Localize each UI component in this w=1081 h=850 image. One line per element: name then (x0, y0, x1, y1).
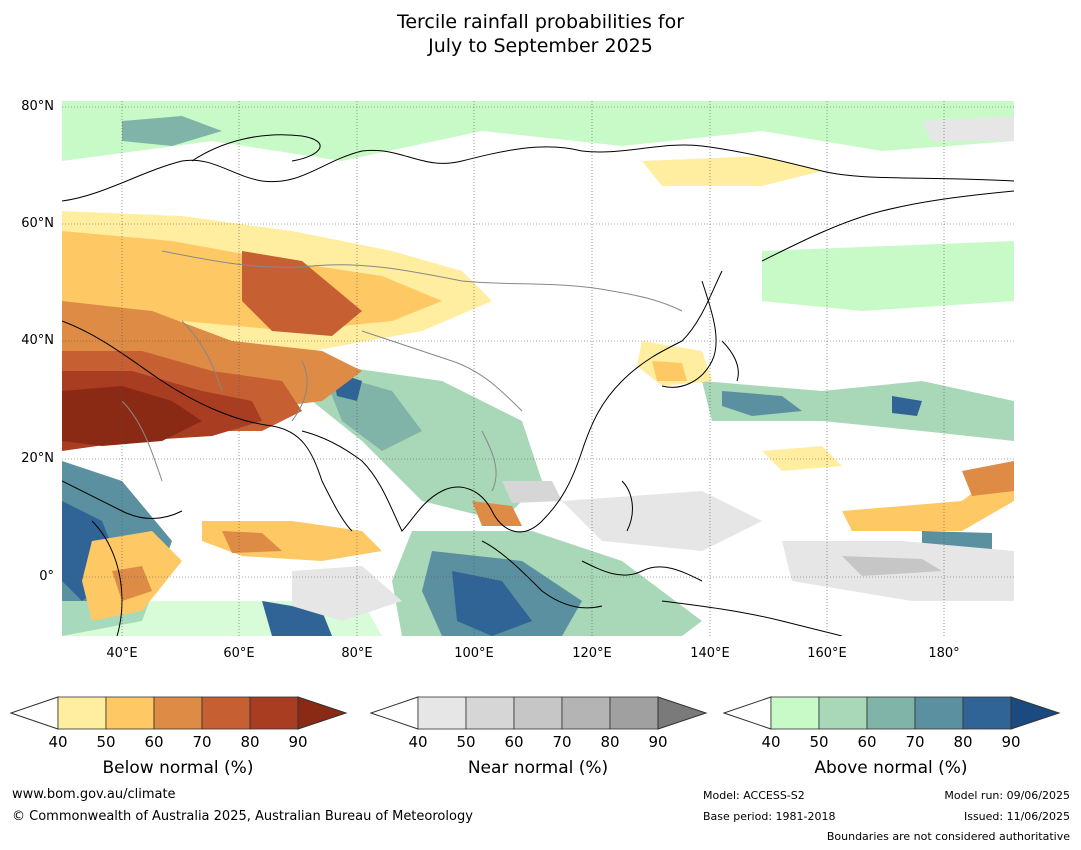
colorbar-tick: 70 (192, 733, 212, 751)
colorbar-segment (513, 696, 563, 730)
lat-label: 40°N (21, 333, 54, 348)
colorbar-segment (249, 696, 299, 730)
colorbar-tick: 60 (857, 733, 877, 751)
title-line-2: July to September 2025 (428, 35, 653, 57)
near-normal-regions (292, 116, 1014, 621)
forecast-map (62, 101, 1014, 636)
below-normal-regions (62, 156, 1014, 621)
colorbar-tick: 40 (408, 733, 428, 751)
colorbar-tick: 70 (552, 733, 572, 751)
colorbar-segment (866, 696, 916, 730)
website-link[interactable]: www.bom.gov.au/climate (12, 787, 176, 802)
country-borders (121, 250, 683, 492)
lon-label: 180° (928, 646, 960, 661)
map-canvas (62, 101, 1014, 636)
colorbar-segment (962, 696, 1012, 730)
lon-label: 80°E (341, 646, 373, 661)
colorbar-label-above: Above normal (%) (814, 758, 968, 778)
colorbar-tick: 90 (1001, 733, 1021, 751)
copyright-text: © Commonwealth of Australia 2025, Austra… (12, 809, 473, 824)
colorbar-above-normal (723, 696, 1061, 730)
colorbar-tick: 90 (648, 733, 668, 751)
colorbar-near-normal (370, 696, 708, 730)
lat-label: 0° (39, 569, 54, 584)
colorbar-tick: 60 (504, 733, 524, 751)
colorbar-tick: 70 (905, 733, 925, 751)
colorbar-segment (770, 696, 820, 730)
colorbar-segment (417, 696, 467, 730)
colorbar-below-normal (10, 696, 348, 730)
disclaimer-text: Boundaries are not considered authoritat… (826, 830, 1070, 843)
colorbar-segment (609, 696, 659, 730)
colorbar-label-near: Near normal (%) (467, 758, 609, 778)
colorbar-segment (105, 696, 155, 730)
lon-label: 140°E (690, 646, 730, 661)
colorbar-tick: 50 (809, 733, 829, 751)
colorbar-segment (465, 696, 515, 730)
colorbar-tick: 80 (953, 733, 973, 751)
lon-label: 40°E (106, 646, 138, 661)
colorbar-segment (201, 696, 251, 730)
colorbar-tick: 50 (456, 733, 476, 751)
graticule (62, 101, 1014, 636)
lon-label: 160°E (807, 646, 847, 661)
coastlines (62, 134, 1014, 636)
colorbar-segment (1010, 696, 1061, 730)
colorbar-tick: 40 (761, 733, 781, 751)
title-line-1: Tercile rainfall probabilities for (396, 11, 685, 33)
lon-label: 100°E (454, 646, 494, 661)
colorbar-segment (657, 696, 708, 730)
lon-label: 60°E (223, 646, 255, 661)
colorbar-tick: 80 (600, 733, 620, 751)
colorbar-segment (153, 696, 203, 730)
above-normal-regions (62, 101, 1014, 636)
colorbar-segment (57, 696, 107, 730)
colorbar-label-below: Below normal (%) (102, 758, 254, 778)
colorbar-tick: 50 (96, 733, 116, 751)
model-text: Model: ACCESS-S2 (703, 789, 805, 802)
lat-label: 80°N (21, 99, 54, 114)
colorbar-segment (818, 696, 868, 730)
colorbar-tick: 60 (144, 733, 164, 751)
colorbar-segment (561, 696, 611, 730)
lon-label: 120°E (572, 646, 612, 661)
colorbar-tick: 80 (240, 733, 260, 751)
colorbar-tick: 90 (288, 733, 308, 751)
colorbar-tick: 40 (48, 733, 68, 751)
colorbar-segment (914, 696, 964, 730)
colorbar-segment (297, 696, 348, 730)
lat-label: 20°N (21, 451, 54, 466)
issued-text: Issued: 11/06/2025 (963, 810, 1070, 823)
lat-label: 60°N (21, 216, 54, 231)
map-title: Tercile rainfall probabilities for July … (0, 10, 1081, 58)
model-run-text: Model run: 09/06/2025 (944, 789, 1070, 802)
base-period-text: Base period: 1981-2018 (703, 810, 836, 823)
